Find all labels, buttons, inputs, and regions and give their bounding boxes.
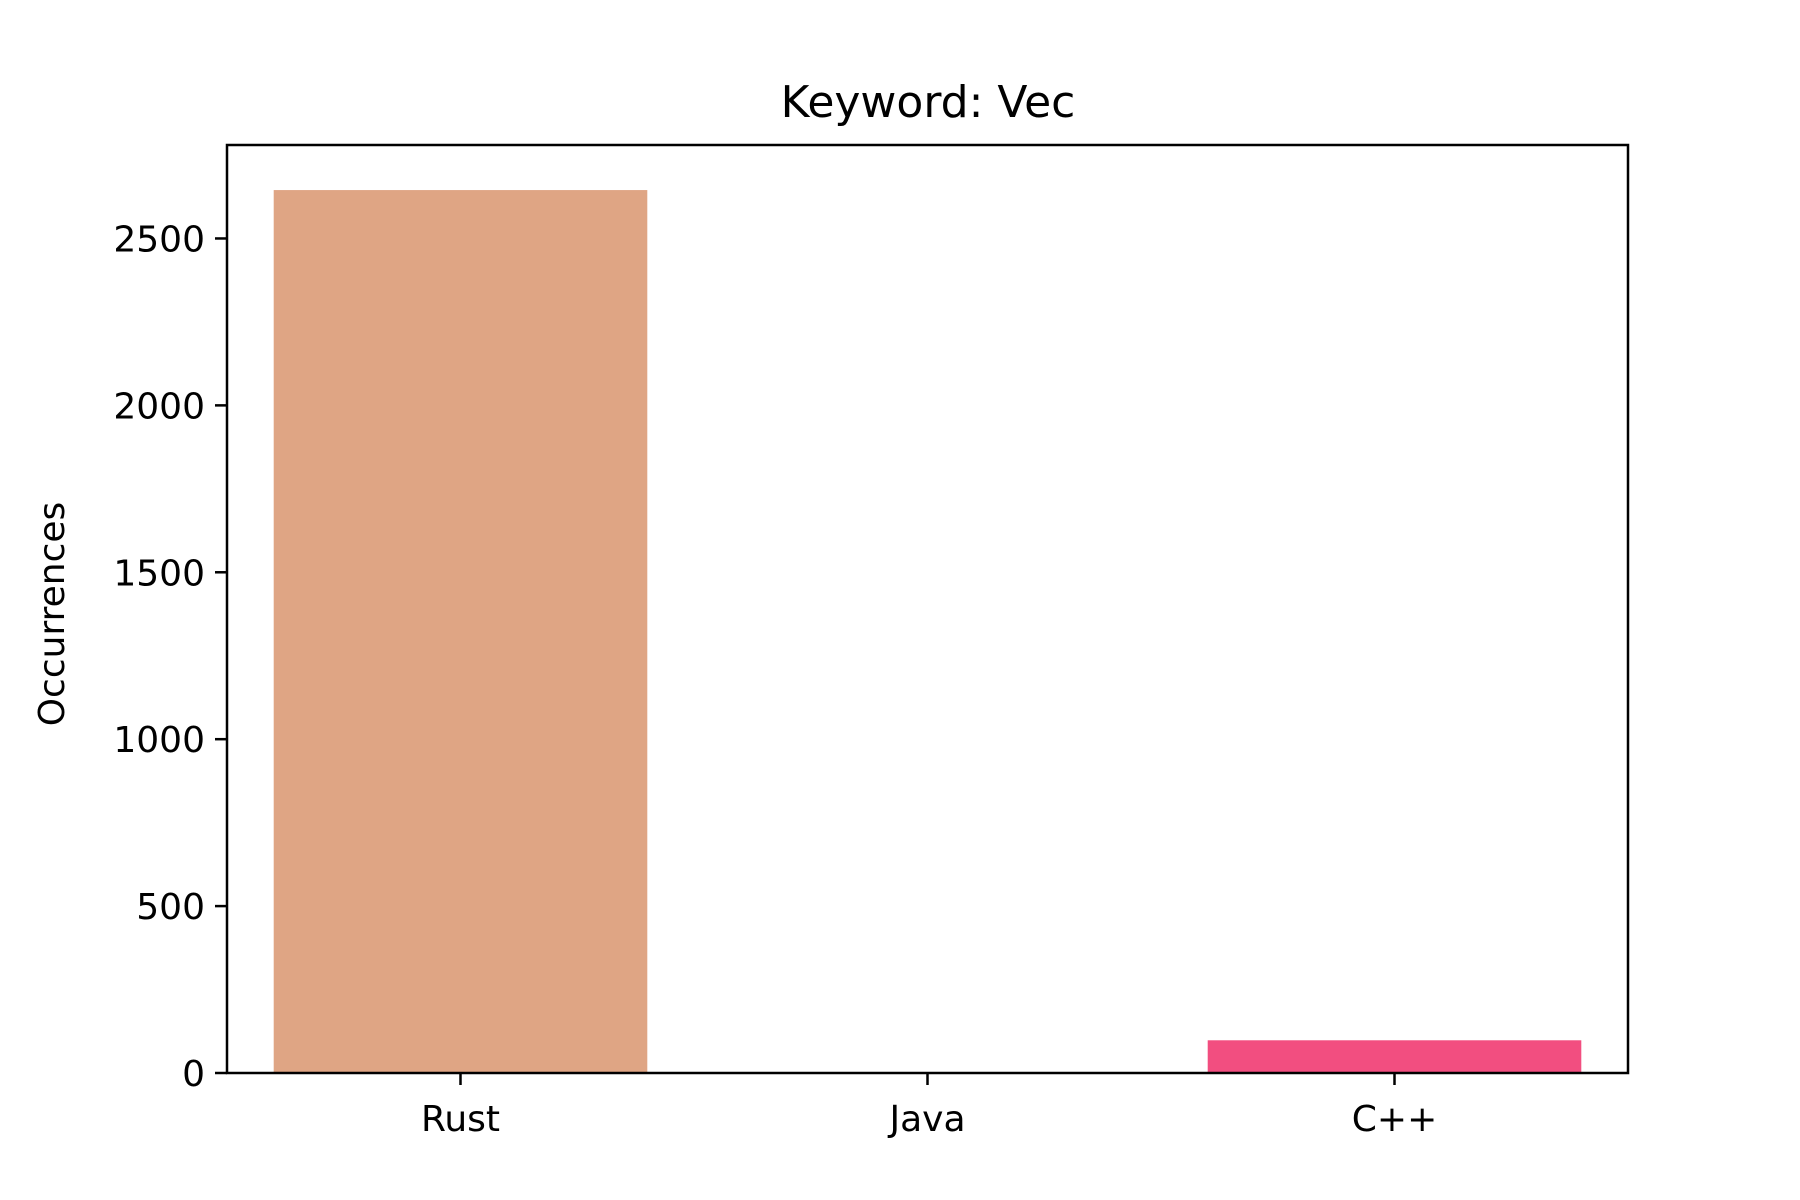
x-ticks-group: Rust Java C++ — [421, 1073, 1437, 1140]
y-tick-label: 1500 — [113, 553, 205, 594]
plot-frame — [225, 143, 1630, 1075]
y-tick-label: 2000 — [113, 386, 205, 427]
bars-group — [273, 190, 1582, 1073]
x-tick-label: Rust — [421, 1099, 500, 1140]
y-tick-label: 2500 — [113, 219, 205, 260]
bar-rust — [273, 190, 648, 1073]
y-tick-label: 500 — [136, 887, 205, 928]
y-ticks-group: 0 500 1000 1500 2000 2500 — [113, 219, 227, 1095]
y-tick-label: 1000 — [113, 720, 205, 761]
x-tick-label: C++ — [1352, 1099, 1437, 1140]
y-axis-label: Occurrences — [32, 502, 73, 727]
bar-cplus — [1207, 1040, 1582, 1073]
y-tick-label: 0 — [182, 1054, 205, 1095]
x-tick-label: Java — [887, 1099, 965, 1140]
chart-title: Keyword: Vec — [781, 77, 1076, 128]
